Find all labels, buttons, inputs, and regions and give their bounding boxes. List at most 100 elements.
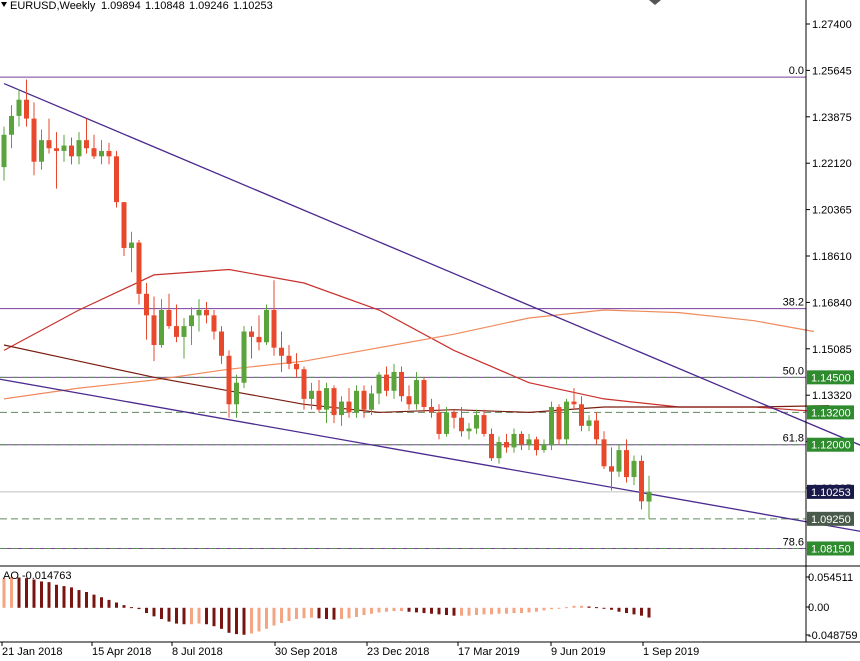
ao-bar <box>542 607 546 611</box>
ao-bar <box>610 607 613 610</box>
ao-bar <box>10 576 13 608</box>
candle-body <box>556 406 562 440</box>
candle-body <box>526 439 532 445</box>
candle-body <box>481 415 487 434</box>
candle-body <box>601 439 607 467</box>
ao-bar <box>265 607 268 629</box>
ao-bar <box>572 605 576 608</box>
candle-body <box>69 145 74 157</box>
candle-body <box>549 406 554 445</box>
candle-body <box>639 460 644 502</box>
candle-body <box>234 382 239 405</box>
ao-tick-label: -0.048759 <box>808 630 858 642</box>
candle-body <box>346 401 352 413</box>
candle-body <box>376 374 382 394</box>
fib-level-label: 78.6 <box>783 536 804 548</box>
ao-bar <box>625 607 628 614</box>
ao-bar <box>460 607 463 616</box>
candle-body <box>256 336 262 343</box>
ao-bar <box>490 607 493 615</box>
candle-body <box>61 145 67 151</box>
candle-body <box>159 309 164 345</box>
ao-bar <box>287 607 291 621</box>
candle-body <box>324 388 329 410</box>
ao-bar <box>347 607 351 619</box>
moving-average-ma_slow <box>3 309 815 400</box>
time-tick-label: 8 Jul 2018 <box>172 646 223 658</box>
ao-bar <box>130 607 133 609</box>
ao-bar <box>400 607 403 612</box>
ao-bar <box>137 607 141 610</box>
price-tick-label: 1.15085 <box>812 344 852 356</box>
ao-bar <box>55 584 58 608</box>
candle-body <box>1 134 7 168</box>
candle-body <box>54 148 59 151</box>
candle-body <box>361 390 367 410</box>
price-label-text: 1.09250 <box>811 514 851 526</box>
ao-bar <box>370 607 373 614</box>
price-label-text: 1.08150 <box>811 543 851 555</box>
ao-bar <box>167 607 171 622</box>
candle-body <box>421 380 427 407</box>
candle-body <box>9 115 14 135</box>
fib-level-label: 0.0 <box>789 65 804 77</box>
ao-bar <box>520 607 523 614</box>
time-tick-label: 9 Jun 2019 <box>551 646 605 658</box>
candle-body <box>106 150 112 157</box>
candle-body <box>339 401 344 416</box>
dropdown-triangle-icon[interactable] <box>1 2 7 7</box>
ao-bar <box>295 607 298 619</box>
ao-bar <box>452 607 456 616</box>
ao-bar <box>587 606 591 608</box>
ao-bar <box>647 607 651 618</box>
candle-body <box>286 355 292 364</box>
candle-body <box>459 417 464 432</box>
candle-body <box>99 150 104 157</box>
channel-line <box>3 82 860 446</box>
candle-body <box>414 380 419 405</box>
time-tick-label: 21 Jan 2018 <box>2 646 63 658</box>
ao-bar <box>115 602 118 608</box>
candle-body <box>151 315 157 345</box>
candle-body <box>121 202 127 248</box>
ao-bar <box>242 607 246 635</box>
ao-bar <box>505 607 508 614</box>
price-tick-label: 1.22120 <box>812 158 852 170</box>
ao-bar <box>47 582 51 608</box>
ao-tick-label: 0.054511 <box>808 572 853 584</box>
price-label-text: 1.12000 <box>811 440 851 452</box>
candle-body <box>301 369 307 399</box>
ao-bar <box>422 607 426 614</box>
candle-body <box>594 420 599 440</box>
ao-bar <box>550 607 553 610</box>
time-tick-label: 30 Sep 2018 <box>275 646 337 658</box>
price-labels: 1.14500 1.13200 1.12000 1.10253 1.09250 1.081… <box>807 370 854 556</box>
ao-bar <box>77 590 81 608</box>
candle-body <box>354 390 359 413</box>
price-label-box <box>807 405 854 420</box>
scroll-marker-icon[interactable] <box>649 0 661 5</box>
candle-body <box>189 315 194 327</box>
candle-body <box>429 406 434 413</box>
ao-bar <box>430 607 433 614</box>
time-tick-label: 15 Apr 2018 <box>92 646 151 658</box>
price-label-box <box>807 370 854 385</box>
candle-body <box>564 401 569 440</box>
ao-bar <box>640 607 643 616</box>
ao-bar <box>632 607 636 615</box>
ao-bar <box>235 607 238 635</box>
header-close: 1.10253 <box>233 0 273 12</box>
ao-bar <box>85 592 88 608</box>
ao-bar <box>527 607 531 613</box>
candle-body <box>369 393 374 410</box>
candle-body <box>331 388 337 416</box>
ao-bar <box>580 605 583 608</box>
ao-bar <box>190 607 193 625</box>
ao-bar <box>482 607 486 615</box>
ao-bar <box>302 607 306 619</box>
ao-bar <box>25 578 28 608</box>
ao-bar <box>70 587 73 608</box>
ao-bar <box>317 607 321 619</box>
ao-bar <box>107 599 111 608</box>
